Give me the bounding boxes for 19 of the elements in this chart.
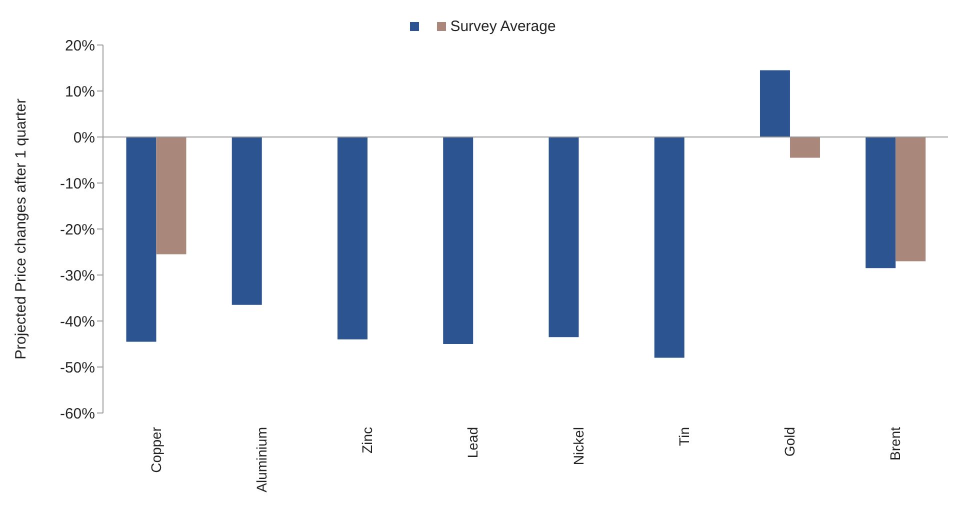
x-tick-label: Lead bbox=[464, 427, 481, 458]
y-tick-label: -20% bbox=[60, 221, 95, 238]
y-tick-label: 0% bbox=[73, 129, 95, 146]
x-tick-label: Nickel bbox=[570, 427, 586, 466]
y-tick-label: -60% bbox=[60, 405, 95, 422]
y-tick-label: -30% bbox=[60, 267, 95, 284]
y-tick-label: -10% bbox=[60, 175, 95, 192]
y-tick-label: 10% bbox=[64, 83, 95, 100]
x-tick-label: Copper bbox=[148, 426, 164, 473]
x-tick-label: Brent bbox=[887, 426, 904, 460]
y-axis-title: Projected Price changes after 1 quarter bbox=[12, 98, 30, 360]
x-tick-label: Gold bbox=[782, 427, 798, 457]
y-tick-label: -50% bbox=[60, 359, 95, 376]
y-tick-label: -40% bbox=[60, 313, 95, 330]
legend-label: Survey Average bbox=[449, 18, 556, 35]
x-tick-label: Tin bbox=[676, 427, 692, 446]
x-tick-label: Zinc bbox=[359, 427, 376, 454]
y-tick-label: 20% bbox=[64, 37, 95, 54]
x-tick-label: Aluminium bbox=[253, 427, 270, 492]
